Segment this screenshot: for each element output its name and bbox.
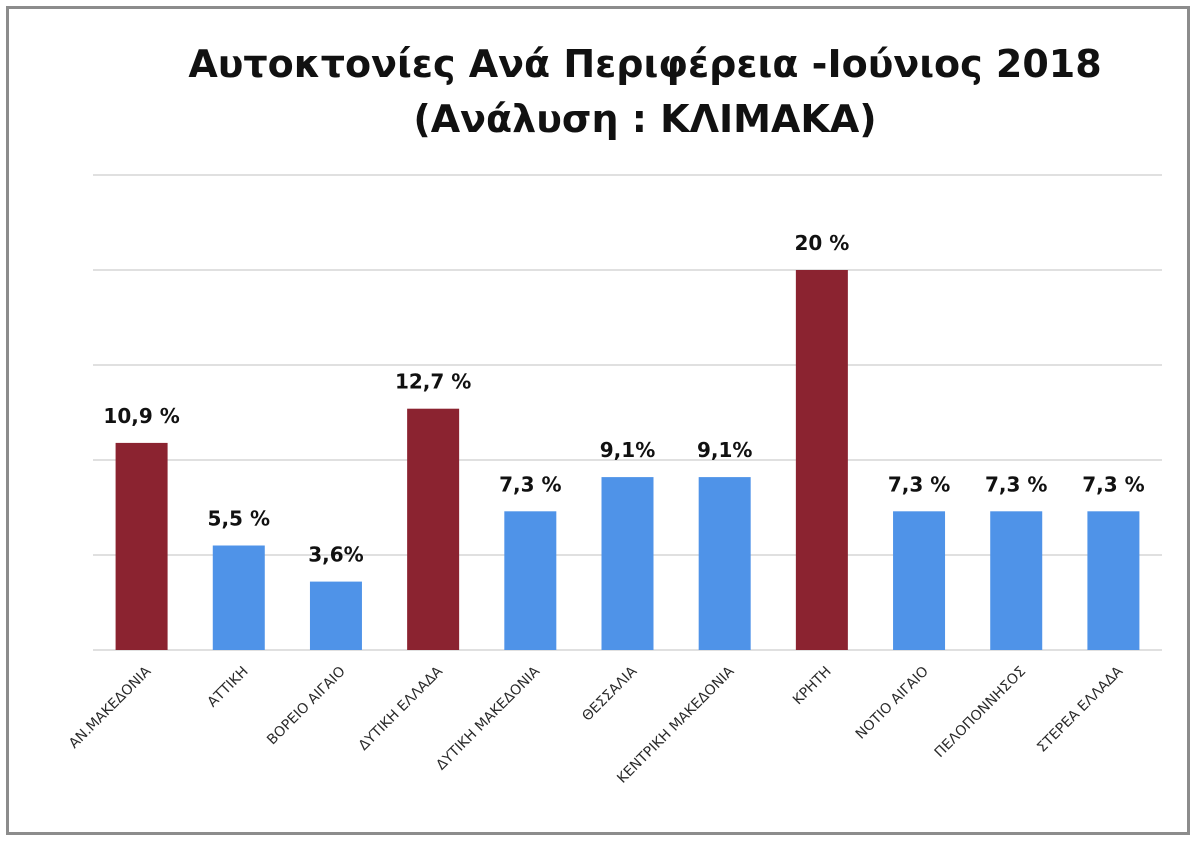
data-label-0: 10,9 % (103, 404, 179, 428)
data-label-10: 7,3 % (1082, 472, 1144, 496)
bar-1 (212, 545, 265, 650)
bar-5 (601, 477, 654, 650)
x-tick-label-3: ΔΥΤΙΚΗ ΕΛΛΑΔΑ (356, 663, 447, 754)
data-label-4: 7,3 % (499, 472, 561, 496)
x-tick-label-1: ΑΤΤΙΚΗ (205, 664, 252, 711)
bar-4 (504, 511, 557, 650)
bar-8 (893, 511, 946, 650)
x-tick-label-0: ΑΝ.ΜΑΚΕΔΟΝΙΑ (66, 663, 155, 752)
bar-9 (990, 511, 1043, 650)
data-label-6: 9,1% (697, 438, 752, 462)
data-label-7: 20 % (794, 231, 849, 255)
x-tick-label-9: ΠΕΛΟΠΟΝΝΗΣΟΣ (932, 664, 1029, 761)
x-tick-label-10: ΣΤΕΡΕΑ ΕΛΛΑΔΑ (1034, 663, 1126, 755)
data-label-8: 7,3 % (888, 472, 950, 496)
x-tick-label-7: ΚΡΗΤΗ (790, 664, 835, 709)
bar-2 (309, 581, 362, 650)
x-tick-label-4: ΔΥΤΙΚΗ ΜΑΚΕΔΟΝΙΑ (433, 663, 543, 773)
chart-title-line-2: (Ανάλυση : ΚΛΙΜΑΚΑ) (413, 97, 877, 141)
data-label-2: 3,6% (308, 543, 363, 567)
x-tick-label-5: ΘΕΣΣΑΛΙΑ (579, 663, 640, 724)
bar-10 (1087, 511, 1140, 650)
bar-3 (407, 408, 460, 650)
x-axis-tick-labels: ΑΝ.ΜΑΚΕΔΟΝΙΑ ΑΤΤΙΚΗ ΒΟΡΕΙΟ ΑΙΓΑΙΟ ΔΥΤΙΚΗ ΕΛ… (66, 663, 1126, 787)
chart-frame (6, 6, 1190, 835)
data-labels: 10,9 % 5,5 % 3,6% 12,7 % 7,3 % 9,1% 9,1% 20 % 7,… (103, 231, 1144, 567)
bars (115, 270, 1140, 650)
data-label-1: 5,5 % (208, 507, 270, 531)
bar-0 (115, 442, 168, 650)
bar-6 (698, 477, 751, 650)
x-tick-label-8: ΝΟΤΙΟ ΑΙΓΑΙΟ (853, 664, 932, 743)
chart-title-line-1: Αυτοκτονίες Ανά Περιφέρεια -Ιούνιος 2018 (188, 42, 1102, 86)
x-tick-label-2: ΒΟΡΕΙΟ ΑΙΓΑΙΟ (264, 664, 349, 749)
bar-7 (795, 270, 848, 650)
data-label-5: 9,1% (600, 438, 655, 462)
data-label-9: 7,3 % (985, 472, 1047, 496)
data-label-3: 12,7 % (395, 370, 471, 394)
